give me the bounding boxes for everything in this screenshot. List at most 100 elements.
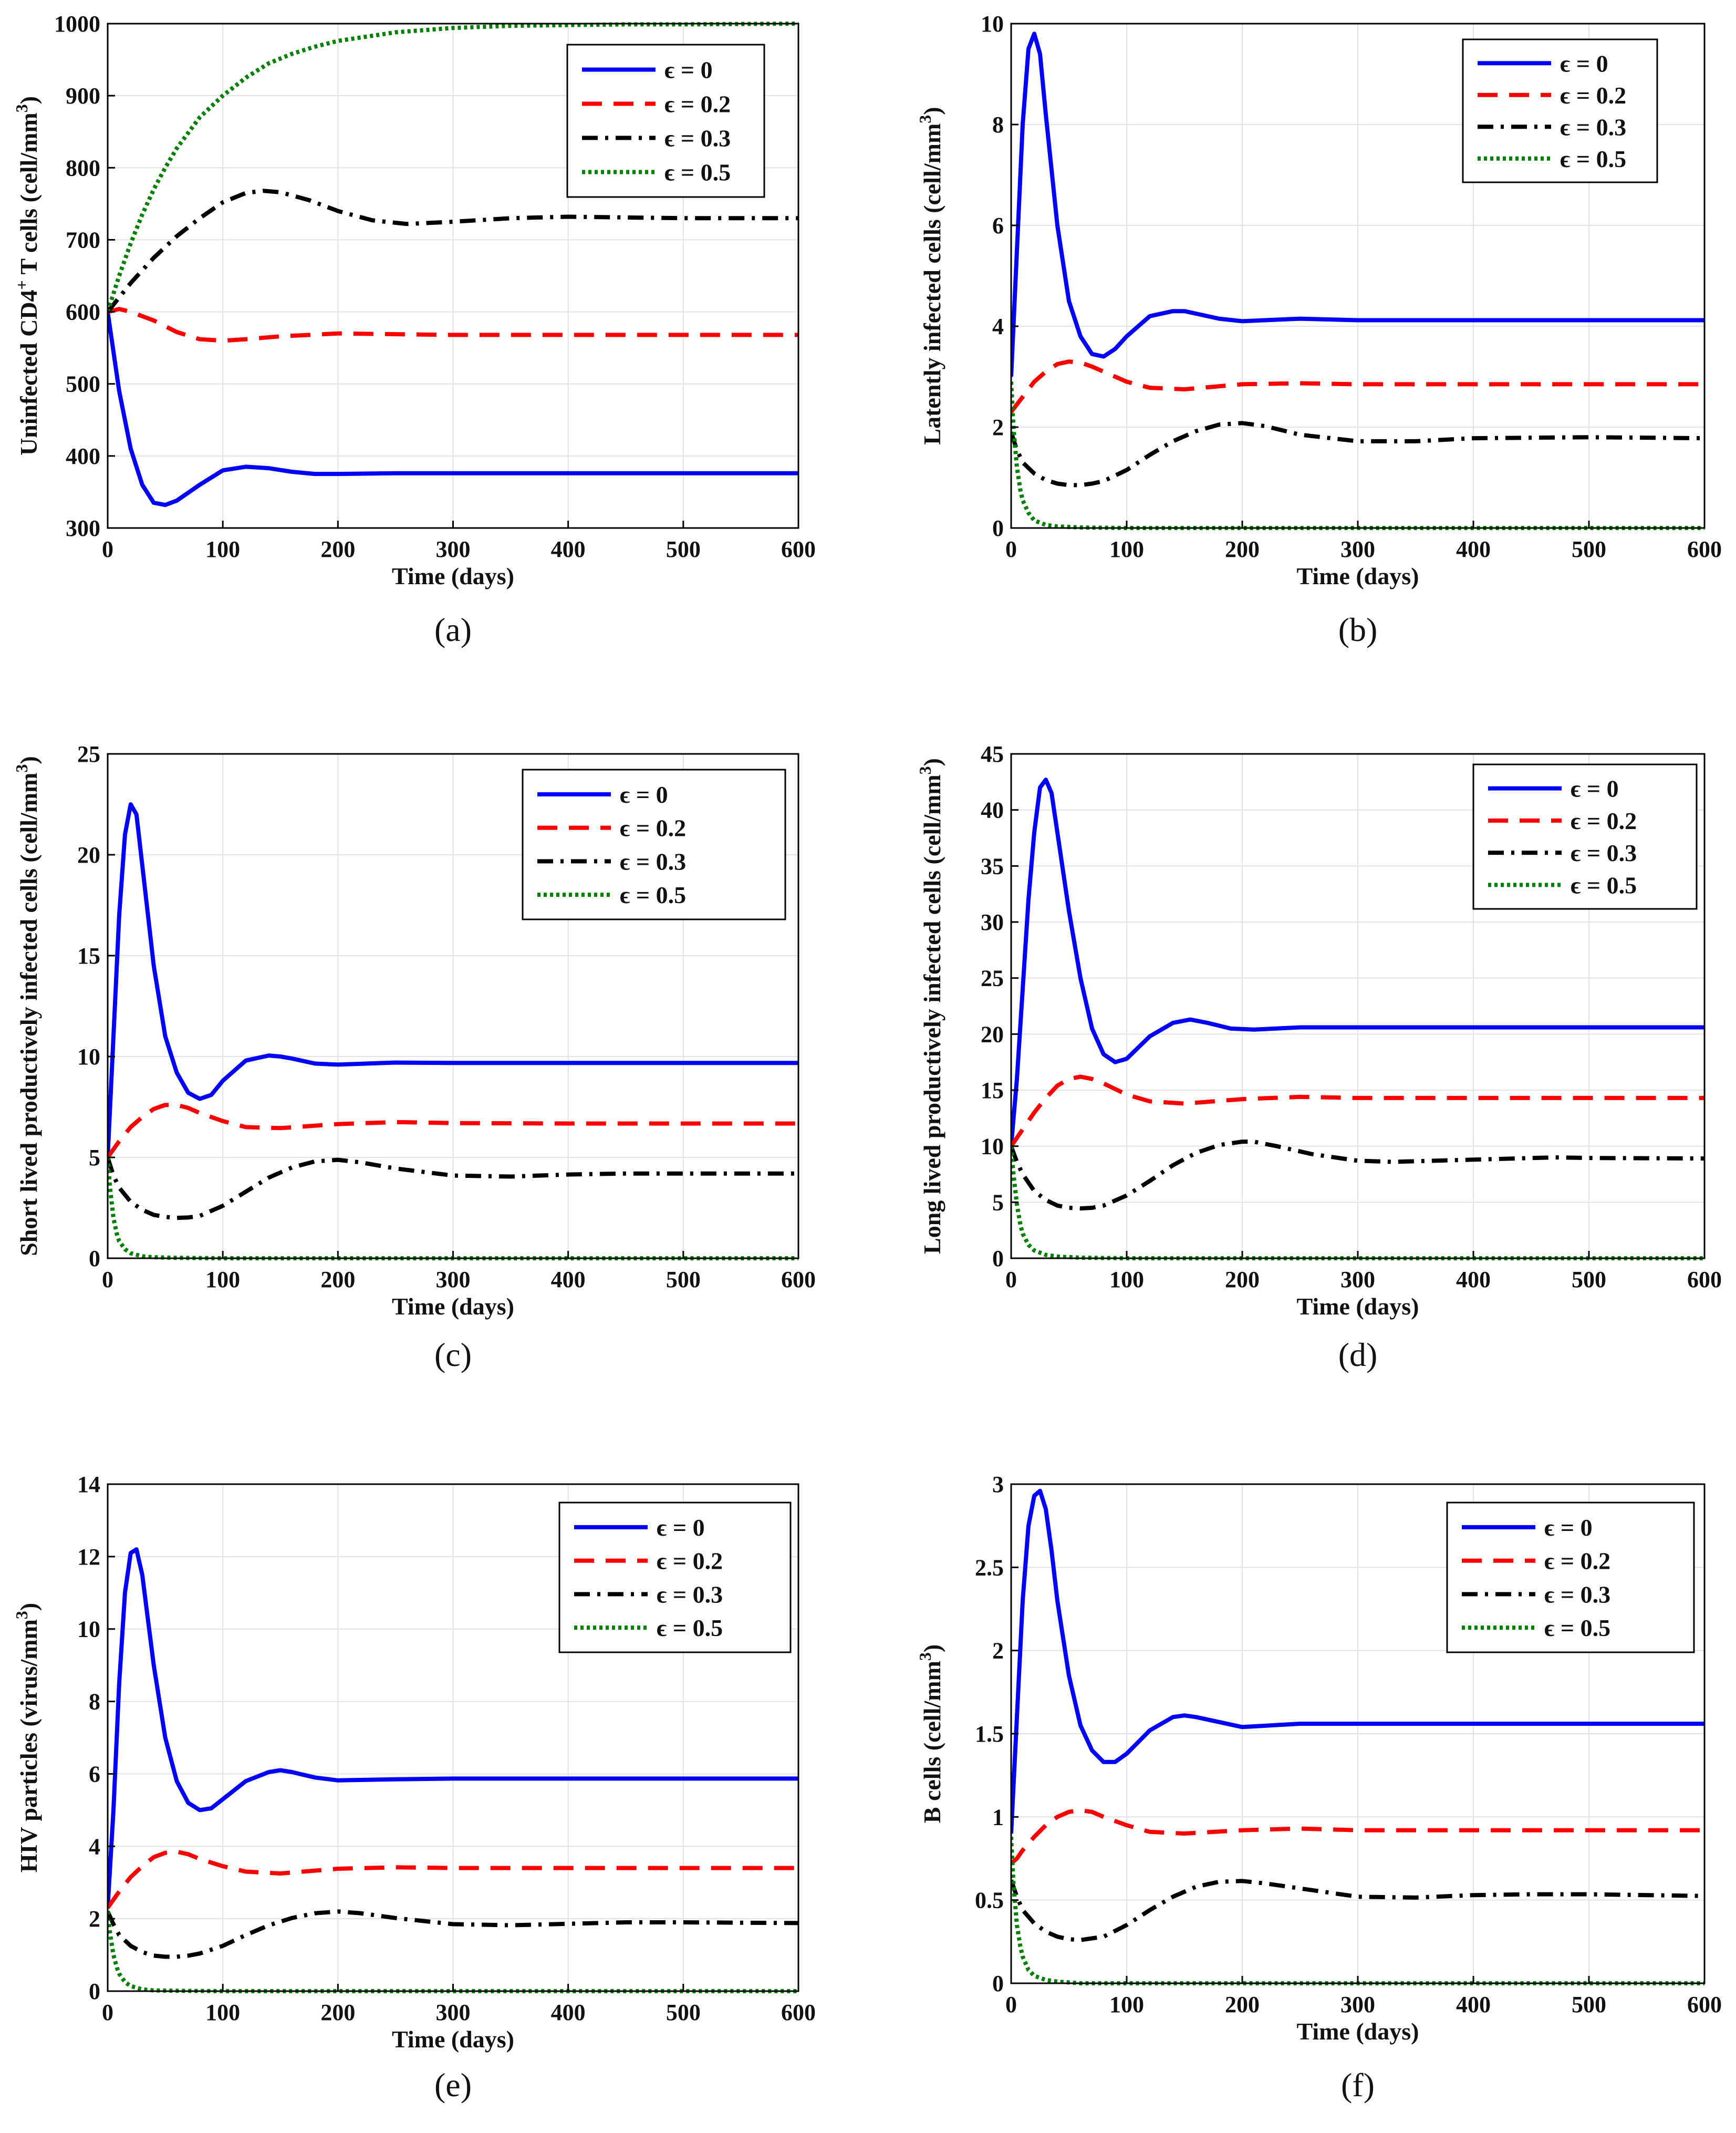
x-tick-label: 300 — [436, 1267, 471, 1292]
x-tick-label: 500 — [666, 2000, 701, 2025]
x-axis-label: Time (days) — [1297, 2018, 1419, 2045]
x-tick-label: 0 — [102, 536, 113, 562]
y-tick-label: 20 — [981, 1021, 1004, 1047]
legend-label-2: ϵ = 0.3 — [1571, 840, 1637, 866]
series-line-0 — [108, 1547, 798, 1908]
x-tick-label: 100 — [1109, 1992, 1144, 2017]
x-tick-label: 400 — [551, 2000, 586, 2025]
series-line-3 — [108, 22, 798, 313]
x-axis-label: Time (days) — [392, 2026, 514, 2053]
y-tick-label: 0 — [89, 1979, 100, 2004]
legend-label-2: ϵ = 0.3 — [1560, 113, 1626, 140]
y-tick-label: 5 — [992, 1189, 1004, 1215]
x-tick-label: 400 — [551, 536, 586, 562]
y-tick-label: 8 — [992, 112, 1004, 138]
y-axis-label: B cells (cell/mm3) — [916, 1644, 945, 1823]
y-tick-label: 10 — [77, 1617, 100, 1642]
legend: ϵ = 0 ϵ = 0.2 ϵ = 0.3 ϵ = 0.5 — [1472, 763, 1698, 910]
series-line-3 — [1011, 381, 1704, 530]
y-tick-label: 45 — [981, 741, 1004, 767]
y-tick-label: 2.5 — [975, 1555, 1004, 1580]
legend-label-3: ϵ = 0.5 — [664, 159, 731, 186]
x-tick-label: 0 — [1005, 1267, 1017, 1292]
y-axis-label: HIV particles (virus/mm3) — [12, 1603, 42, 1872]
x-tick-label: 100 — [205, 2000, 240, 2025]
panel-letter: (e) — [434, 2066, 472, 2104]
series-line-1 — [108, 1103, 798, 1159]
legend-label-2: ϵ = 0.3 — [657, 1581, 723, 1608]
y-tick-label: 2 — [992, 415, 1004, 440]
series-line-0 — [1011, 32, 1704, 377]
chart-panel-0: 0 100 200 300 400 500 600 300 400 500 600 700 800 900… — [12, 11, 816, 648]
x-tick-label: 200 — [320, 2000, 355, 2025]
series-line-2 — [108, 1909, 798, 1959]
y-tick-label: 400 — [66, 443, 100, 469]
legend: ϵ = 0 ϵ = 0.2 ϵ = 0.3 ϵ = 0.5 — [558, 1502, 792, 1653]
x-tick-label: 200 — [1225, 1992, 1260, 2017]
x-tick-label: 300 — [1340, 1992, 1375, 2017]
y-tick-label: 0 — [992, 515, 1004, 541]
x-tick-label: 500 — [666, 1267, 701, 1292]
legend-label-1: ϵ = 0.2 — [1560, 82, 1626, 109]
x-tick-label: 600 — [781, 1267, 816, 1292]
x-tick-label: 0 — [1005, 1992, 1017, 2017]
y-axis-label: Short lived productively infected cells … — [12, 756, 42, 1256]
series-line-0 — [108, 802, 798, 1158]
legend-label-0: ϵ = 0 — [620, 781, 668, 808]
x-tick-label: 400 — [1456, 536, 1491, 562]
panel-letter: (c) — [434, 1336, 472, 1373]
x-tick-label: 600 — [1687, 1992, 1722, 2017]
chart-panel-1: 0 100 200 300 400 500 600 0 2 4 6 8 10 Time (days) Lat… — [916, 11, 1722, 648]
y-tick-label: 0 — [992, 1971, 1004, 1996]
panel-letter: (f) — [1341, 2066, 1375, 2104]
y-tick-label: 0 — [89, 1246, 100, 1271]
legend-label-1: ϵ = 0.2 — [1544, 1548, 1610, 1575]
x-tick-label: 500 — [1572, 1267, 1606, 1292]
x-axis-label: Time (days) — [392, 1293, 514, 1320]
y-tick-label: 15 — [77, 943, 100, 969]
y-tick-label: 900 — [66, 83, 100, 109]
legend-label-0: ϵ = 0 — [664, 57, 713, 84]
y-tick-label: 800 — [66, 155, 100, 181]
legend-label-0: ϵ = 0 — [1544, 1514, 1593, 1541]
y-tick-label: 2 — [992, 1638, 1004, 1664]
x-tick-label: 600 — [781, 536, 816, 562]
legend-label-2: ϵ = 0.3 — [664, 125, 731, 152]
legend: ϵ = 0 ϵ = 0.2 ϵ = 0.3 ϵ = 0.5 — [566, 44, 765, 198]
y-tick-label: 14 — [77, 1472, 100, 1497]
y-tick-label: 500 — [66, 371, 100, 397]
y-tick-label: 15 — [981, 1078, 1004, 1103]
x-axis-label: Time (days) — [1297, 563, 1419, 589]
series-line-0 — [108, 312, 798, 508]
y-axis-label: Long lived productively infected cells (… — [916, 758, 945, 1254]
x-tick-label: 100 — [205, 536, 240, 562]
legend-label-1: ϵ = 0.2 — [1571, 807, 1637, 834]
y-tick-label: 600 — [66, 299, 100, 325]
legend-label-3: ϵ = 0.5 — [620, 882, 686, 908]
y-tick-label: 4 — [992, 314, 1004, 339]
x-tick-label: 200 — [320, 1267, 355, 1292]
x-tick-label: 200 — [1225, 1267, 1260, 1292]
y-tick-label: 25 — [77, 741, 100, 767]
x-tick-label: 500 — [1572, 1992, 1606, 2017]
legend: ϵ = 0 ϵ = 0.2 ϵ = 0.3 ϵ = 0.5 — [1462, 38, 1658, 183]
y-tick-label: 20 — [77, 842, 100, 868]
legend-label-3: ϵ = 0.5 — [657, 1614, 723, 1641]
y-tick-label: 5 — [89, 1145, 100, 1171]
y-tick-label: 1000 — [54, 11, 100, 37]
series-line-1 — [1011, 359, 1704, 413]
x-axis-label: Time (days) — [1297, 1293, 1419, 1320]
y-axis-label: Uninfected CD4+ T cells (cell/mm3) — [12, 96, 42, 455]
y-tick-label: 700 — [66, 227, 100, 253]
series-line-2 — [108, 189, 798, 314]
legend-label-3: ϵ = 0.5 — [1560, 146, 1626, 172]
legend-label-2: ϵ = 0.3 — [1544, 1581, 1610, 1608]
x-tick-label: 500 — [1572, 536, 1606, 562]
x-tick-label: 100 — [1109, 536, 1144, 562]
y-tick-label: 25 — [981, 966, 1004, 991]
x-tick-label: 0 — [102, 2000, 113, 2025]
y-tick-label: 12 — [77, 1544, 100, 1570]
legend: ϵ = 0 ϵ = 0.2 ϵ = 0.3 ϵ = 0.5 — [522, 769, 786, 920]
x-tick-label: 200 — [1225, 536, 1260, 562]
x-tick-label: 300 — [1340, 1267, 1375, 1292]
